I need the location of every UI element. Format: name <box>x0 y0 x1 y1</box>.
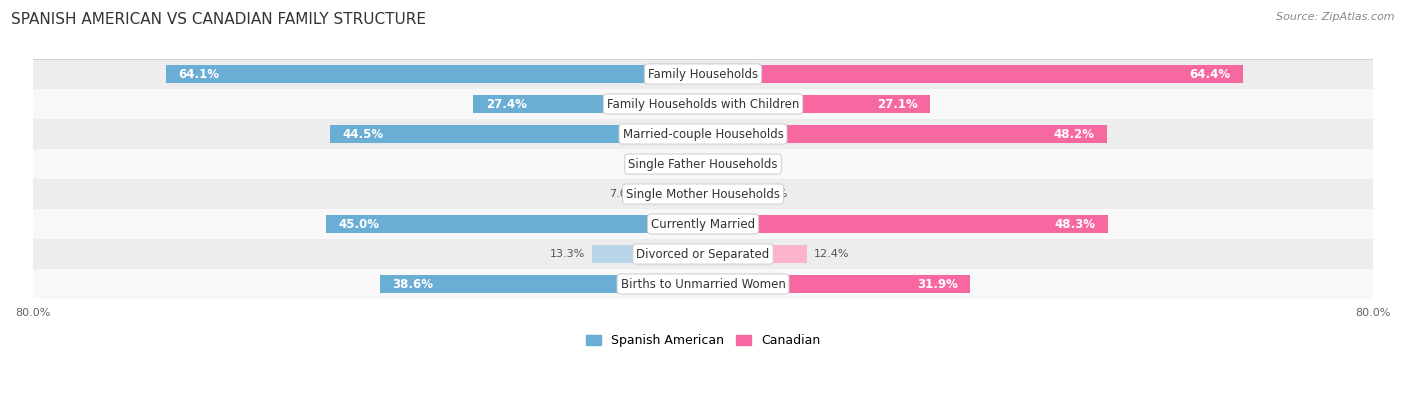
Text: 5.9%: 5.9% <box>759 189 787 199</box>
Bar <box>703 215 1108 233</box>
Bar <box>32 179 1374 209</box>
Bar <box>703 65 1243 83</box>
Bar <box>32 239 1374 269</box>
Text: 13.3%: 13.3% <box>550 249 585 259</box>
Text: 27.1%: 27.1% <box>877 98 918 111</box>
Text: 45.0%: 45.0% <box>339 218 380 231</box>
Bar <box>32 269 1374 299</box>
Text: 31.9%: 31.9% <box>917 278 957 291</box>
Text: 48.3%: 48.3% <box>1054 218 1095 231</box>
Legend: Spanish American, Canadian: Spanish American, Canadian <box>581 329 825 352</box>
Text: 27.4%: 27.4% <box>486 98 527 111</box>
Text: 38.6%: 38.6% <box>392 278 433 291</box>
Text: 64.4%: 64.4% <box>1189 68 1230 81</box>
Bar <box>703 185 752 203</box>
Bar <box>592 245 703 263</box>
Bar <box>166 65 703 83</box>
Bar <box>644 185 703 203</box>
Text: 12.4%: 12.4% <box>814 249 849 259</box>
Bar <box>703 275 970 293</box>
Text: 64.1%: 64.1% <box>179 68 219 81</box>
Bar <box>32 59 1374 89</box>
Text: Divorced or Separated: Divorced or Separated <box>637 248 769 261</box>
Text: 48.2%: 48.2% <box>1053 128 1094 141</box>
Text: Family Households with Children: Family Households with Children <box>607 98 799 111</box>
Bar <box>703 95 929 113</box>
Bar <box>32 119 1374 149</box>
Bar <box>380 275 703 293</box>
Text: 44.5%: 44.5% <box>343 128 384 141</box>
Bar <box>474 95 703 113</box>
Text: Married-couple Households: Married-couple Households <box>623 128 783 141</box>
Bar <box>32 209 1374 239</box>
Bar <box>703 155 723 173</box>
Text: Births to Unmarried Women: Births to Unmarried Women <box>620 278 786 291</box>
Text: Single Mother Households: Single Mother Households <box>626 188 780 201</box>
Text: 2.3%: 2.3% <box>728 159 758 169</box>
Bar <box>330 125 703 143</box>
Bar <box>32 149 1374 179</box>
Bar <box>32 89 1374 119</box>
Text: Currently Married: Currently Married <box>651 218 755 231</box>
Bar <box>703 245 807 263</box>
Text: 7.0%: 7.0% <box>609 189 638 199</box>
Text: SPANISH AMERICAN VS CANADIAN FAMILY STRUCTURE: SPANISH AMERICAN VS CANADIAN FAMILY STRU… <box>11 12 426 27</box>
Text: Family Households: Family Households <box>648 68 758 81</box>
Bar <box>703 125 1107 143</box>
Text: Source: ZipAtlas.com: Source: ZipAtlas.com <box>1277 12 1395 22</box>
Bar <box>679 155 703 173</box>
Text: 2.8%: 2.8% <box>644 159 673 169</box>
Bar <box>326 215 703 233</box>
Text: Single Father Households: Single Father Households <box>628 158 778 171</box>
